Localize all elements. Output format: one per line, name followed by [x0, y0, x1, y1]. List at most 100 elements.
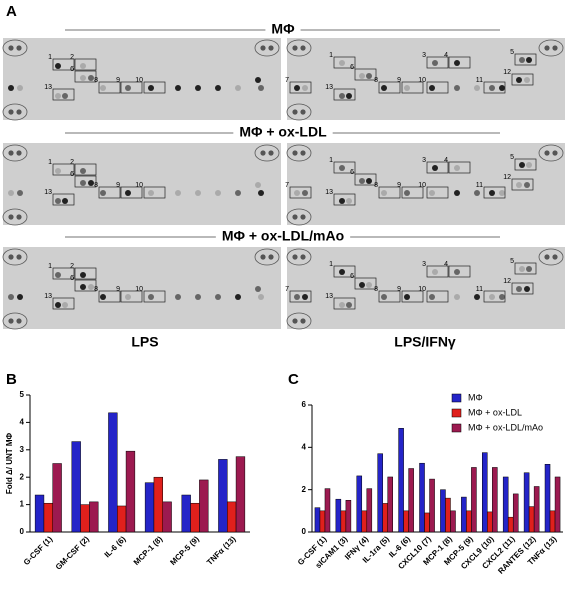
bar — [356, 475, 363, 533]
spot — [8, 150, 14, 156]
spot — [499, 85, 505, 91]
blot — [3, 38, 281, 120]
bar — [144, 482, 155, 533]
y-tick-label: 3 — [20, 445, 25, 454]
spot — [16, 254, 22, 260]
array-box — [120, 186, 143, 199]
spot — [429, 190, 435, 196]
bar — [461, 496, 467, 533]
box-label: 12 — [503, 69, 511, 76]
blot — [3, 247, 281, 329]
bar — [544, 464, 551, 533]
array-box — [289, 186, 312, 199]
x-tick-label: MCP-5 (9) — [168, 534, 201, 567]
spot — [255, 77, 261, 83]
spot-ring — [538, 39, 564, 57]
array-box — [289, 290, 312, 303]
spot — [524, 286, 530, 292]
x-tick-label: TNFα (13) — [205, 534, 238, 567]
array-box — [354, 277, 377, 290]
spot — [100, 190, 106, 196]
spot — [215, 294, 221, 300]
bar — [71, 441, 81, 533]
spot — [55, 302, 61, 308]
array-box — [378, 81, 401, 94]
spot — [80, 63, 86, 69]
spot — [175, 85, 181, 91]
spot — [235, 294, 241, 300]
spot — [80, 75, 86, 81]
box-label: 12 — [503, 174, 511, 181]
spot — [302, 294, 308, 300]
array-box — [98, 290, 121, 303]
array-box — [401, 81, 424, 94]
array-box — [401, 290, 424, 303]
bar — [324, 488, 331, 533]
y-tick-label: 4 — [302, 442, 307, 451]
array-box — [483, 290, 506, 303]
spot — [16, 214, 22, 220]
spot-ring — [538, 248, 564, 266]
spot — [454, 190, 460, 196]
bar — [319, 510, 326, 533]
array-box — [333, 297, 356, 310]
spot — [195, 294, 201, 300]
bar — [153, 476, 163, 533]
spot — [429, 294, 435, 300]
array-box — [74, 267, 97, 280]
array-box — [52, 267, 75, 280]
spot — [454, 85, 460, 91]
spot — [235, 85, 241, 91]
spot — [474, 294, 480, 300]
spot — [339, 198, 345, 204]
array-box — [378, 186, 401, 199]
box-label: 13 — [44, 293, 52, 300]
array-box — [143, 81, 166, 94]
box-label: 6 — [350, 273, 354, 280]
column-label: LPS — [131, 334, 158, 350]
spot — [8, 214, 14, 220]
bar — [52, 463, 62, 533]
bar — [34, 494, 45, 533]
spot — [381, 85, 387, 91]
bar — [445, 497, 451, 533]
spot — [339, 302, 345, 308]
spot — [359, 282, 365, 288]
bar — [218, 459, 228, 533]
spot — [125, 190, 131, 196]
spot-ring — [286, 248, 312, 266]
spot — [88, 284, 94, 290]
bar — [340, 510, 347, 533]
spot — [80, 168, 86, 174]
spot — [8, 318, 14, 324]
spot — [148, 294, 154, 300]
spot — [125, 294, 131, 300]
spot — [516, 77, 522, 83]
spot-ring — [286, 312, 312, 330]
legend-label: MΦ + ox-LDL/mAo — [468, 422, 543, 432]
bar — [471, 467, 477, 533]
bar — [528, 506, 535, 533]
spot — [544, 45, 550, 51]
spot — [292, 214, 298, 220]
spot — [292, 45, 298, 51]
spot — [292, 150, 298, 156]
y-tick-label: 2 — [302, 485, 307, 494]
panel-label: C — [288, 371, 299, 388]
spot — [16, 109, 22, 115]
box-label: 1 — [329, 157, 333, 164]
array-box — [74, 163, 97, 176]
spot — [454, 294, 460, 300]
spot-ring — [2, 103, 28, 121]
spot — [80, 272, 86, 278]
array-box — [426, 290, 449, 303]
legend-swatch — [451, 423, 462, 433]
bar — [377, 453, 383, 533]
box-label: 11 — [476, 182, 483, 189]
spot — [552, 254, 558, 260]
array-box — [143, 186, 166, 199]
bar — [162, 501, 172, 533]
spot — [260, 45, 266, 51]
spot — [404, 85, 410, 91]
spot — [292, 318, 298, 324]
